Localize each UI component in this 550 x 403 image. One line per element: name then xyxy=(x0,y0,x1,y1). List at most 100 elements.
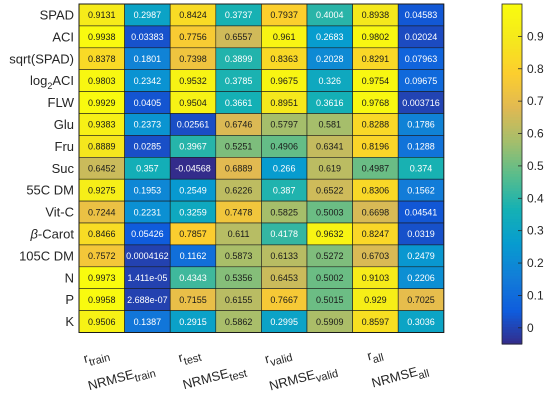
cell-value: 0.8951 xyxy=(270,98,298,108)
row-label: SPAD xyxy=(40,7,74,22)
row-label: Suc xyxy=(52,161,75,176)
colorbar-segment xyxy=(502,236,522,240)
colorbar-segment xyxy=(502,298,522,303)
cell-value: -0.04568 xyxy=(175,163,211,173)
cell-value: 0.6226 xyxy=(225,185,253,195)
cell-value: 0.266 xyxy=(273,163,296,173)
colorbar-segment xyxy=(502,301,522,305)
colorbar-segment xyxy=(502,244,522,249)
colorbar-tick-label: 0.5 xyxy=(527,159,544,173)
cell-value: 0.1162 xyxy=(180,251,207,261)
cell-value: 0.2028 xyxy=(316,54,344,64)
colorbar-segment xyxy=(502,60,522,65)
colorbar-segment xyxy=(502,52,522,56)
colorbar-segment xyxy=(502,66,522,70)
colorbar-segment xyxy=(502,284,522,288)
colorbar-segment xyxy=(502,273,522,277)
cell-value: 0.387 xyxy=(273,185,296,195)
cell-value: 0.2373 xyxy=(134,120,162,130)
colorbar-tick-label: 0.8 xyxy=(527,62,544,76)
cell-value: 0.9532 xyxy=(179,76,207,86)
colorbar-segment xyxy=(502,38,522,42)
row-label: Fru xyxy=(55,139,75,154)
cell-value: 0.2342 xyxy=(134,76,162,86)
colorbar-segment xyxy=(502,188,522,192)
cell-value: 0.9275 xyxy=(88,185,116,195)
colorbar-segment xyxy=(502,310,522,314)
cell-value: 0.3785 xyxy=(225,76,253,86)
colorbar-segment xyxy=(502,247,522,252)
cell-value: 0.3259 xyxy=(179,207,207,217)
cell-value: 0.003716 xyxy=(402,98,440,108)
colorbar-segment xyxy=(502,321,522,325)
colorbar-segment xyxy=(502,250,522,254)
cell-value: 0.04583 xyxy=(405,10,438,20)
cell-value: 0.4906 xyxy=(270,142,298,152)
colorbar-segment xyxy=(502,196,522,201)
colorbar-border xyxy=(501,3,523,345)
colorbar-segment xyxy=(502,43,522,48)
cell-value: 0.5003 xyxy=(316,207,344,217)
cell-value: 0.9973 xyxy=(88,273,116,283)
cell-value: 0.7937 xyxy=(270,10,298,20)
colorbar-segment xyxy=(502,253,522,257)
colorbar-segment xyxy=(502,77,522,82)
colorbar-segment xyxy=(502,174,522,178)
colorbar-segment xyxy=(502,315,522,320)
column-label: NRMSEall xyxy=(370,361,431,394)
cell-value: 0.611 xyxy=(228,229,250,239)
colorbar-segment xyxy=(502,216,522,220)
colorbar-segment xyxy=(502,208,522,212)
colorbar-segment xyxy=(502,21,522,25)
colorbar-segment xyxy=(502,312,522,317)
cell-value: 0.9131 xyxy=(88,10,116,20)
column-label: rtest xyxy=(177,345,203,369)
cell-value: 0.3737 xyxy=(225,10,253,20)
cell-value: 0.5862 xyxy=(225,317,253,327)
grid-border xyxy=(78,3,445,333)
cell-value: 0.0004162 xyxy=(126,251,169,261)
colorbar-segment xyxy=(502,123,522,127)
colorbar-segment xyxy=(502,205,522,209)
colorbar-tick-label: 0.2 xyxy=(527,256,544,270)
colorbar-segment xyxy=(502,72,522,76)
cell-value: 0.7244 xyxy=(88,207,116,217)
colorbar-tick-label: 0 xyxy=(527,321,534,335)
colorbar-segment xyxy=(502,171,522,175)
cell-value: 0.8889 xyxy=(88,142,116,152)
colorbar-segment xyxy=(502,276,522,280)
colorbar-segment xyxy=(502,55,522,59)
cell-value: 0.6703 xyxy=(362,251,390,261)
cell-value: 0.6746 xyxy=(225,120,253,130)
colorbar-segment xyxy=(502,324,522,328)
cell-value: 0.1801 xyxy=(134,54,162,64)
cell-value: 0.3661 xyxy=(225,98,253,108)
cell-value: 0.357 xyxy=(136,163,159,173)
cell-value: 0.03383 xyxy=(131,32,164,42)
cell-value: 0.2987 xyxy=(134,10,162,20)
colorbar-segment xyxy=(502,267,522,271)
row-label: log2ACI xyxy=(30,73,74,91)
cell-value: 0.7667 xyxy=(270,295,298,305)
colorbar-segment xyxy=(502,162,522,167)
colorbar-segment xyxy=(502,287,522,291)
cell-value: 0.8938 xyxy=(362,10,390,20)
row-label: N xyxy=(65,270,74,285)
cell-value: 0.5251 xyxy=(225,142,253,152)
cell-value: 0.5272 xyxy=(316,251,344,261)
cell-value: 0.4343 xyxy=(179,273,207,283)
cell-value: 0.4178 xyxy=(270,229,298,239)
cell-value: 0.2915 xyxy=(179,317,207,327)
cell-value: 0.9938 xyxy=(88,32,116,42)
colorbar-segment xyxy=(502,261,522,266)
colorbar-segment xyxy=(502,191,522,195)
cell-value: 0.6557 xyxy=(225,32,253,42)
cell-value: 0.5002 xyxy=(316,273,344,283)
colorbar-segment xyxy=(502,338,522,342)
colorbar-segment xyxy=(502,46,522,50)
colorbar-segment xyxy=(502,182,522,186)
colorbar-segment xyxy=(502,74,522,79)
cell-value: 1.411e-05 xyxy=(127,273,167,283)
cell-value: 0.9802 xyxy=(362,32,390,42)
colorbar-tick-label: 0.9 xyxy=(527,29,544,43)
